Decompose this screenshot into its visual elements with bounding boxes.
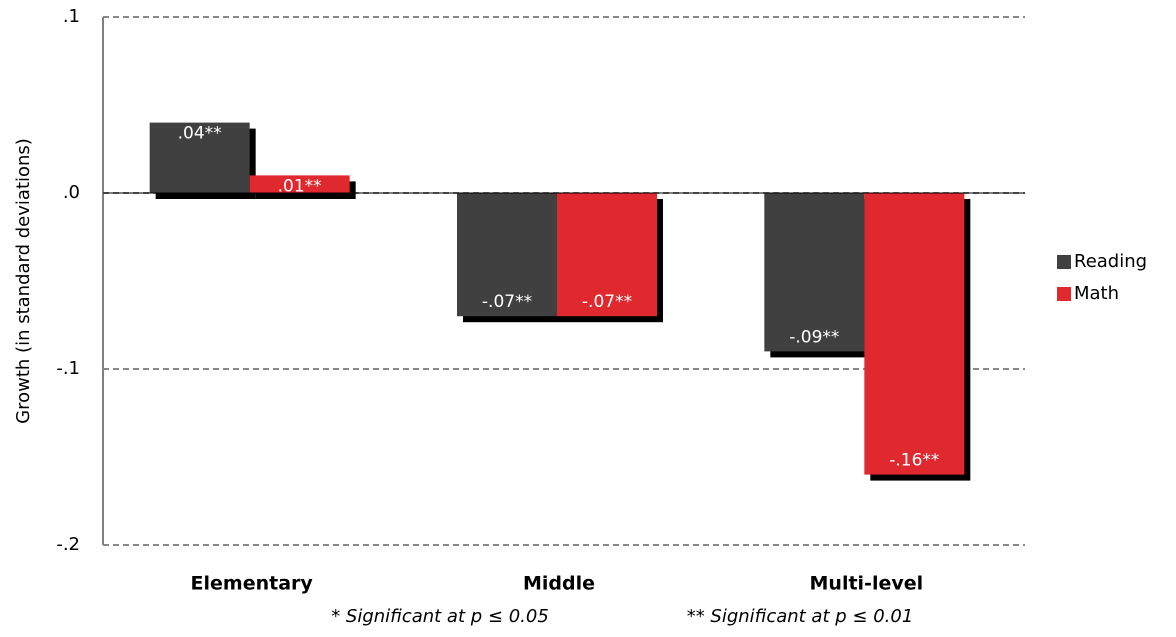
footnote: ** Significant at p ≤ 0.01: [687, 606, 914, 627]
x-tick-label: Elementary: [191, 573, 314, 595]
bar: [764, 193, 865, 352]
bar-label: -.07**: [582, 292, 632, 312]
x-tick-label: Middle: [523, 573, 595, 595]
bar-label: .04**: [178, 124, 222, 144]
legend-label: Math: [1074, 283, 1119, 304]
bar: [249, 175, 350, 193]
bar: [457, 193, 557, 317]
legend-swatch: [1057, 255, 1071, 269]
bar: [864, 193, 965, 475]
x-tick-label: Multi-level: [810, 573, 924, 595]
y-tick-label: .1: [63, 6, 80, 27]
legend-label: Reading: [1074, 251, 1147, 272]
bar-label: -.16**: [889, 451, 939, 471]
y-axis-label: Growth (in standard deviations): [13, 138, 34, 424]
bar: [149, 122, 250, 193]
bar: [557, 193, 657, 317]
bar-label: .01**: [278, 176, 322, 196]
bar-label: -.07**: [482, 292, 532, 312]
y-tick-label: -.2: [56, 534, 80, 555]
y-tick-label: -.1: [56, 358, 80, 379]
y-tick-label: .0: [63, 182, 80, 203]
legend-swatch: [1057, 287, 1071, 301]
footnote: * Significant at p ≤ 0.05: [331, 606, 549, 627]
bar-label: -.09**: [789, 327, 839, 347]
